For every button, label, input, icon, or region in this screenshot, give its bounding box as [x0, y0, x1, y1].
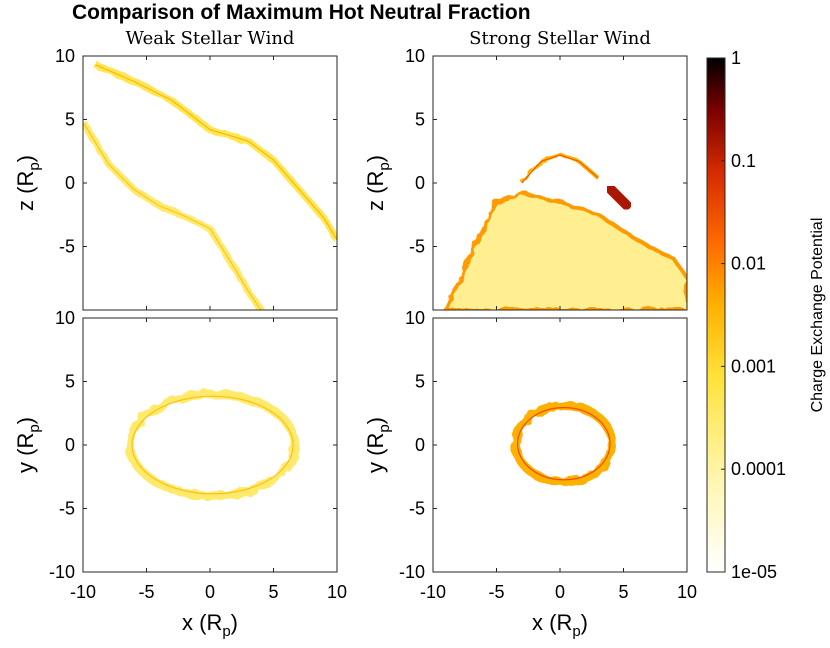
y-tick-label: 5 [415, 372, 425, 392]
x-axis-label: x (Rp) [182, 610, 238, 640]
data-ring [511, 401, 617, 487]
x-tick-label: -5 [488, 582, 504, 602]
panel-weak-xz: 10 5 0 -5 z (Rp) [13, 46, 338, 311]
chart-title: Comparison of Maximum Hot Neutral Fracti… [72, 1, 531, 24]
y-tick-label: -5 [409, 237, 425, 257]
y-axis-label: y (Rp) [363, 417, 393, 473]
x-tick-label: -10 [420, 582, 446, 602]
y-tick-label: 10 [55, 308, 75, 328]
y-tick-label: 10 [55, 46, 75, 66]
panel-strong-xz: 10 5 0 -5 z (Rp) [363, 46, 688, 311]
y-tick-label: 10 [405, 308, 425, 328]
x-tick-label: 5 [268, 582, 278, 602]
y-tick-label: 5 [415, 110, 425, 130]
colorbar-tick-label: 0.01 [731, 254, 766, 274]
x-tick-label: 10 [677, 582, 697, 602]
y-tick-label: 0 [415, 435, 425, 455]
plot-area-weak-xy [83, 318, 337, 572]
colorbar: 1 0.1 0.01 0.001 0.0001 1e-05 Charge Exchange… [706, 48, 826, 582]
y-tick-label: 0 [415, 173, 425, 193]
y-tick-label: 0 [65, 173, 75, 193]
y-tick-label: -10 [49, 562, 75, 582]
data-ring-edge [516, 407, 611, 481]
y-tick-label: -5 [59, 237, 75, 257]
data-band-edge [83, 121, 262, 310]
y-axis-label: z (Rp) [363, 155, 393, 211]
colorbar-tick-label: 0.0001 [731, 459, 786, 479]
colorbar-tick-label: 1e-05 [731, 562, 777, 582]
y-tick-label: 5 [65, 110, 75, 130]
data-dome-edge [521, 154, 599, 184]
y-tick-label: -5 [59, 499, 75, 519]
data-wake [443, 191, 687, 310]
y-tick-label: -10 [399, 562, 425, 582]
colorbar-gradient [706, 57, 726, 573]
x-tick-label: 5 [618, 582, 628, 602]
y-axis-label: z (Rp) [13, 155, 43, 211]
colorbar-tick-label: 1 [731, 48, 741, 68]
plot-background [83, 56, 337, 310]
data-band-edge [95, 64, 337, 241]
colorbar-ticks: 1 0.1 0.01 0.001 0.0001 1e-05 [721, 48, 786, 582]
plot-background [433, 318, 687, 572]
plot-area-strong-xz [433, 56, 687, 310]
colorbar-label: Charge Exchange Potential [809, 218, 826, 413]
panel-subtitle-weak: Weak Stellar Wind [126, 28, 295, 49]
data-ring-edge [131, 395, 294, 495]
x-tick-label: 0 [205, 582, 215, 602]
y-tick-label: -5 [409, 499, 425, 519]
x-tick-label: 10 [327, 582, 347, 602]
plot-area-weak-xz [83, 56, 337, 310]
colorbar-tick-label: 0.001 [731, 356, 776, 376]
x-axis-label: x (Rp) [532, 610, 588, 640]
x-tick-label: -10 [70, 582, 96, 602]
plot-area-strong-xy [433, 318, 687, 572]
panel-subtitle-strong: Strong Stellar Wind [469, 28, 651, 49]
data-ring [125, 389, 300, 501]
y-tick-label: 10 [405, 46, 425, 66]
x-tick-label: 0 [555, 582, 565, 602]
x-tick-label: -5 [138, 582, 154, 602]
colorbar-tick-label: 0.1 [731, 151, 756, 171]
y-tick-label: 0 [65, 435, 75, 455]
y-axis-label: y (Rp) [13, 417, 43, 473]
panel-weak-xy: 10 5 0 -5 -10-10 -5 0 5 10 y (Rp) x (Rp) [13, 308, 347, 640]
y-tick-label: 5 [65, 372, 75, 392]
panel-strong-xy: 10 5 0 -5 -10-10 -5 0 5 10 y (Rp) x (Rp) [363, 308, 697, 640]
data-blob [605, 184, 633, 211]
